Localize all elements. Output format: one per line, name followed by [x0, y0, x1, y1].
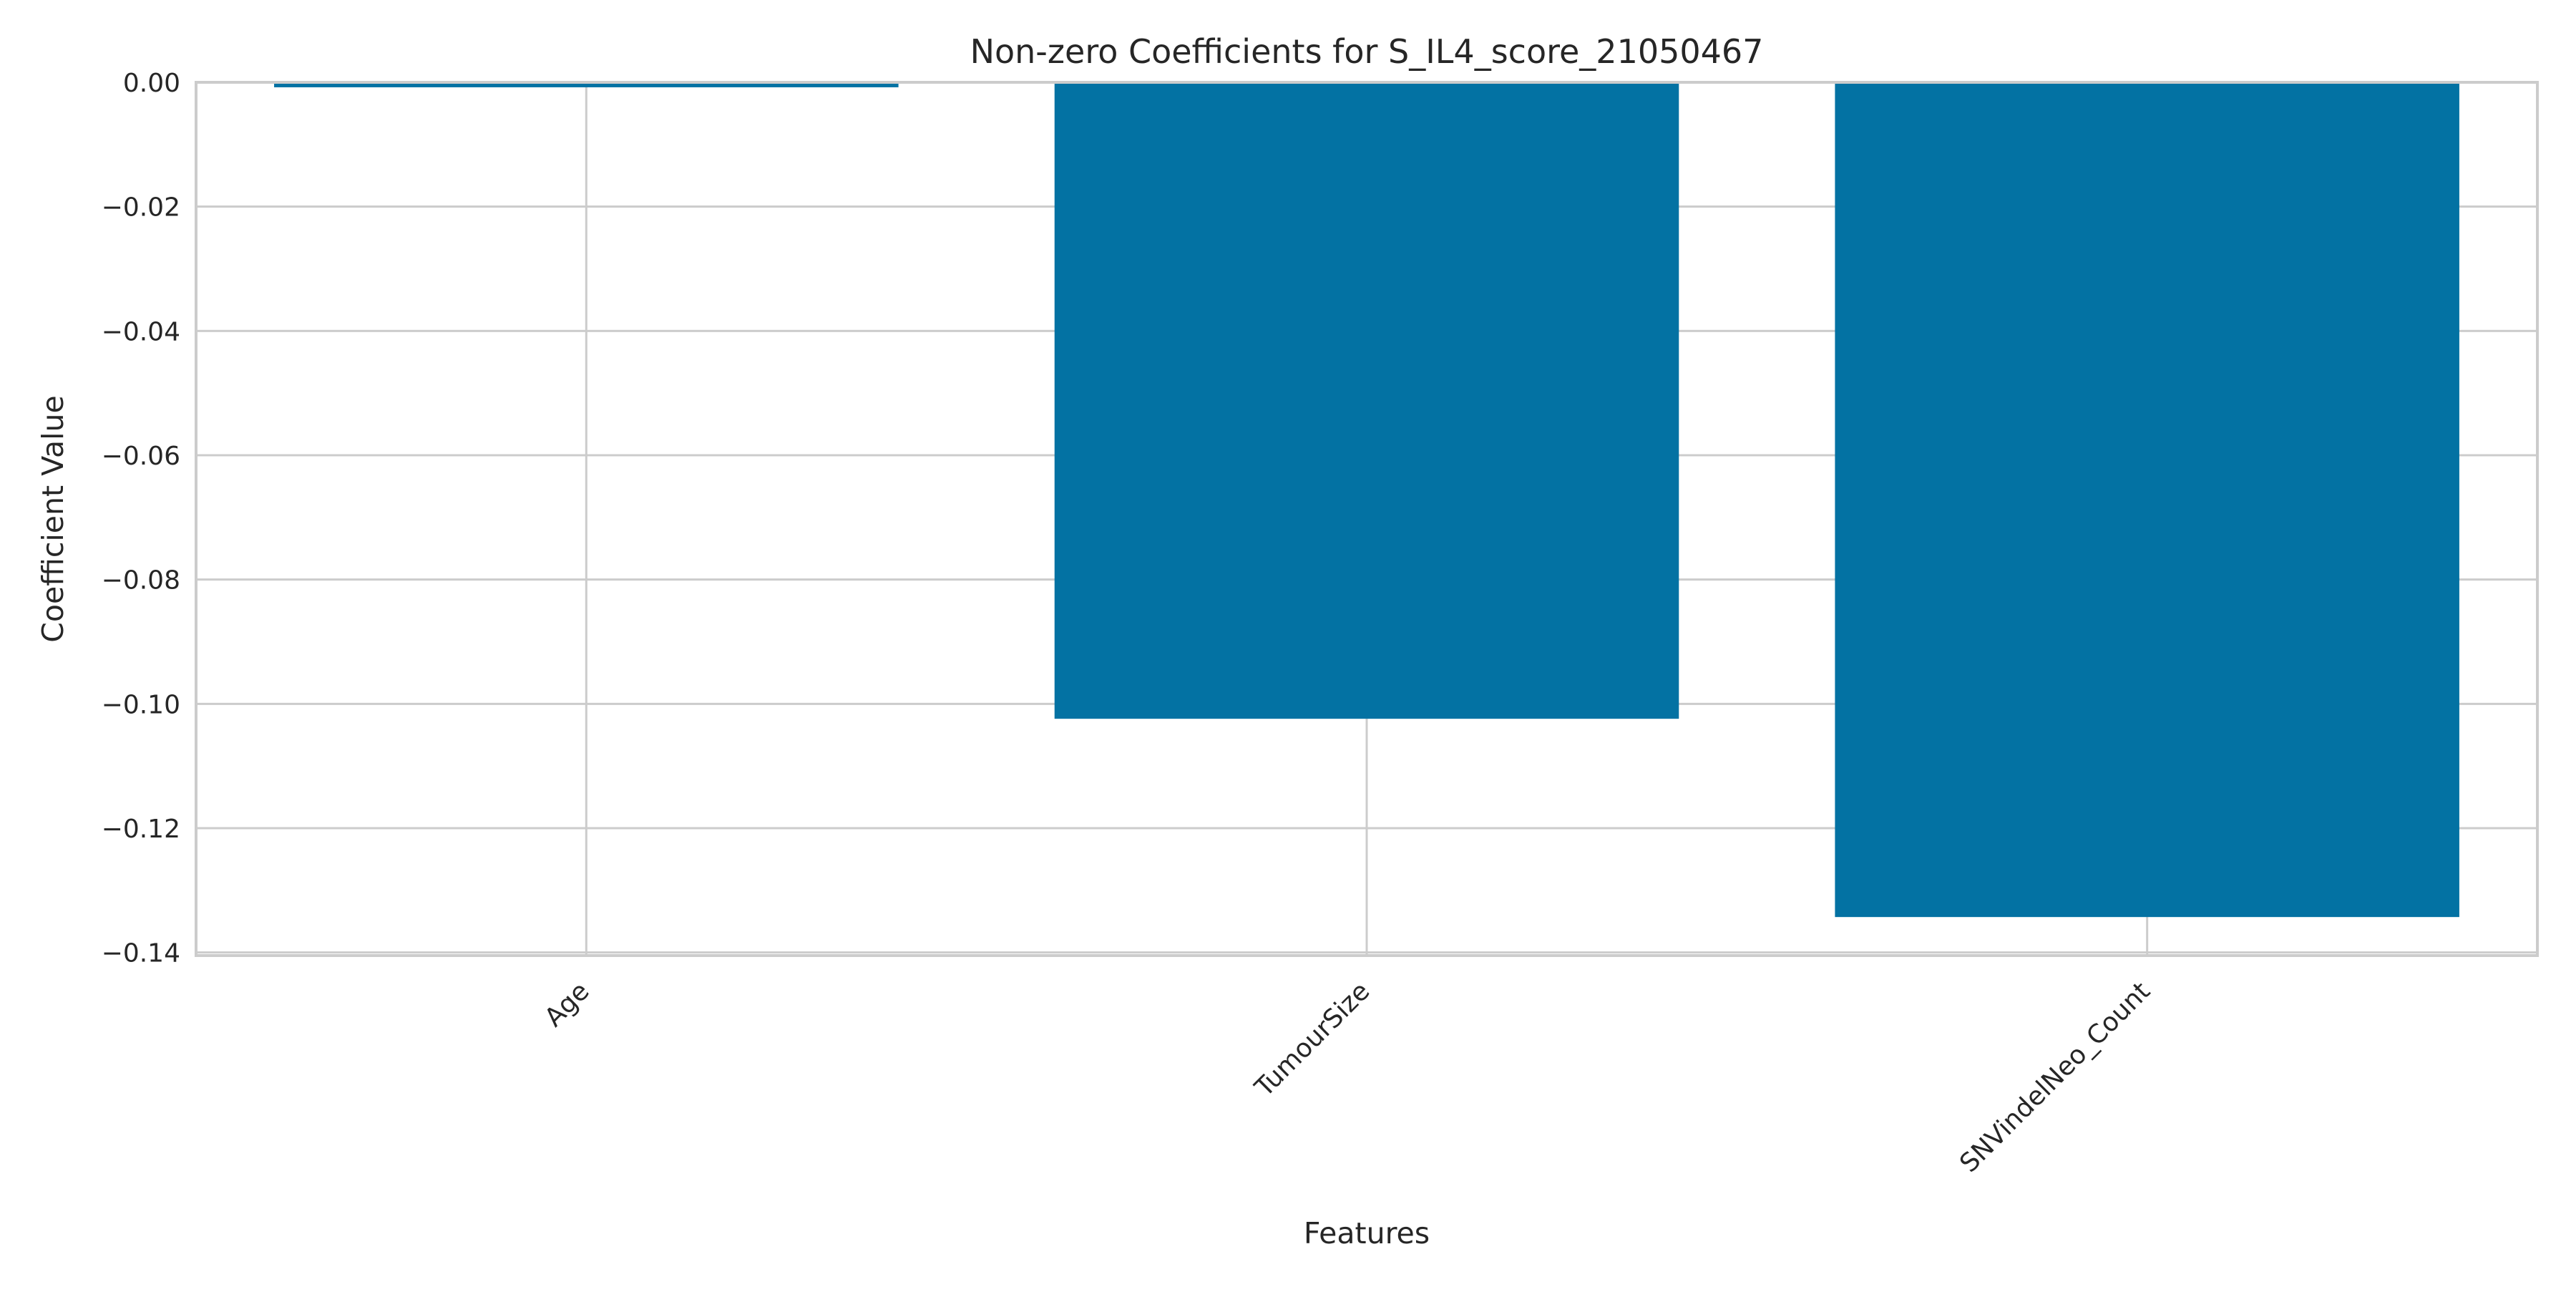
y-tick-label: −0.08 — [102, 566, 180, 596]
bar-tumoursize — [1054, 82, 1679, 719]
plot-frame — [195, 81, 2539, 957]
y-tick-label: −0.02 — [102, 193, 180, 223]
y-tick-label: −0.14 — [102, 939, 180, 968]
y-tick-label: −0.04 — [102, 317, 180, 346]
bar-snvindelneo-count — [1835, 82, 2459, 918]
bars — [274, 82, 2459, 918]
bar-age — [274, 82, 899, 87]
y-tick-label: 0.00 — [123, 69, 180, 98]
y-axis-label: Coefficient Value — [36, 395, 70, 642]
y-tick-label: −0.12 — [102, 815, 180, 844]
y-tick-label: −0.06 — [102, 442, 180, 471]
x-axis-label: Features — [1304, 1216, 1430, 1250]
y-tick-label: −0.10 — [102, 690, 180, 719]
chart-title: Non-zero Coefficients for S_IL4_score_21… — [970, 32, 1764, 71]
